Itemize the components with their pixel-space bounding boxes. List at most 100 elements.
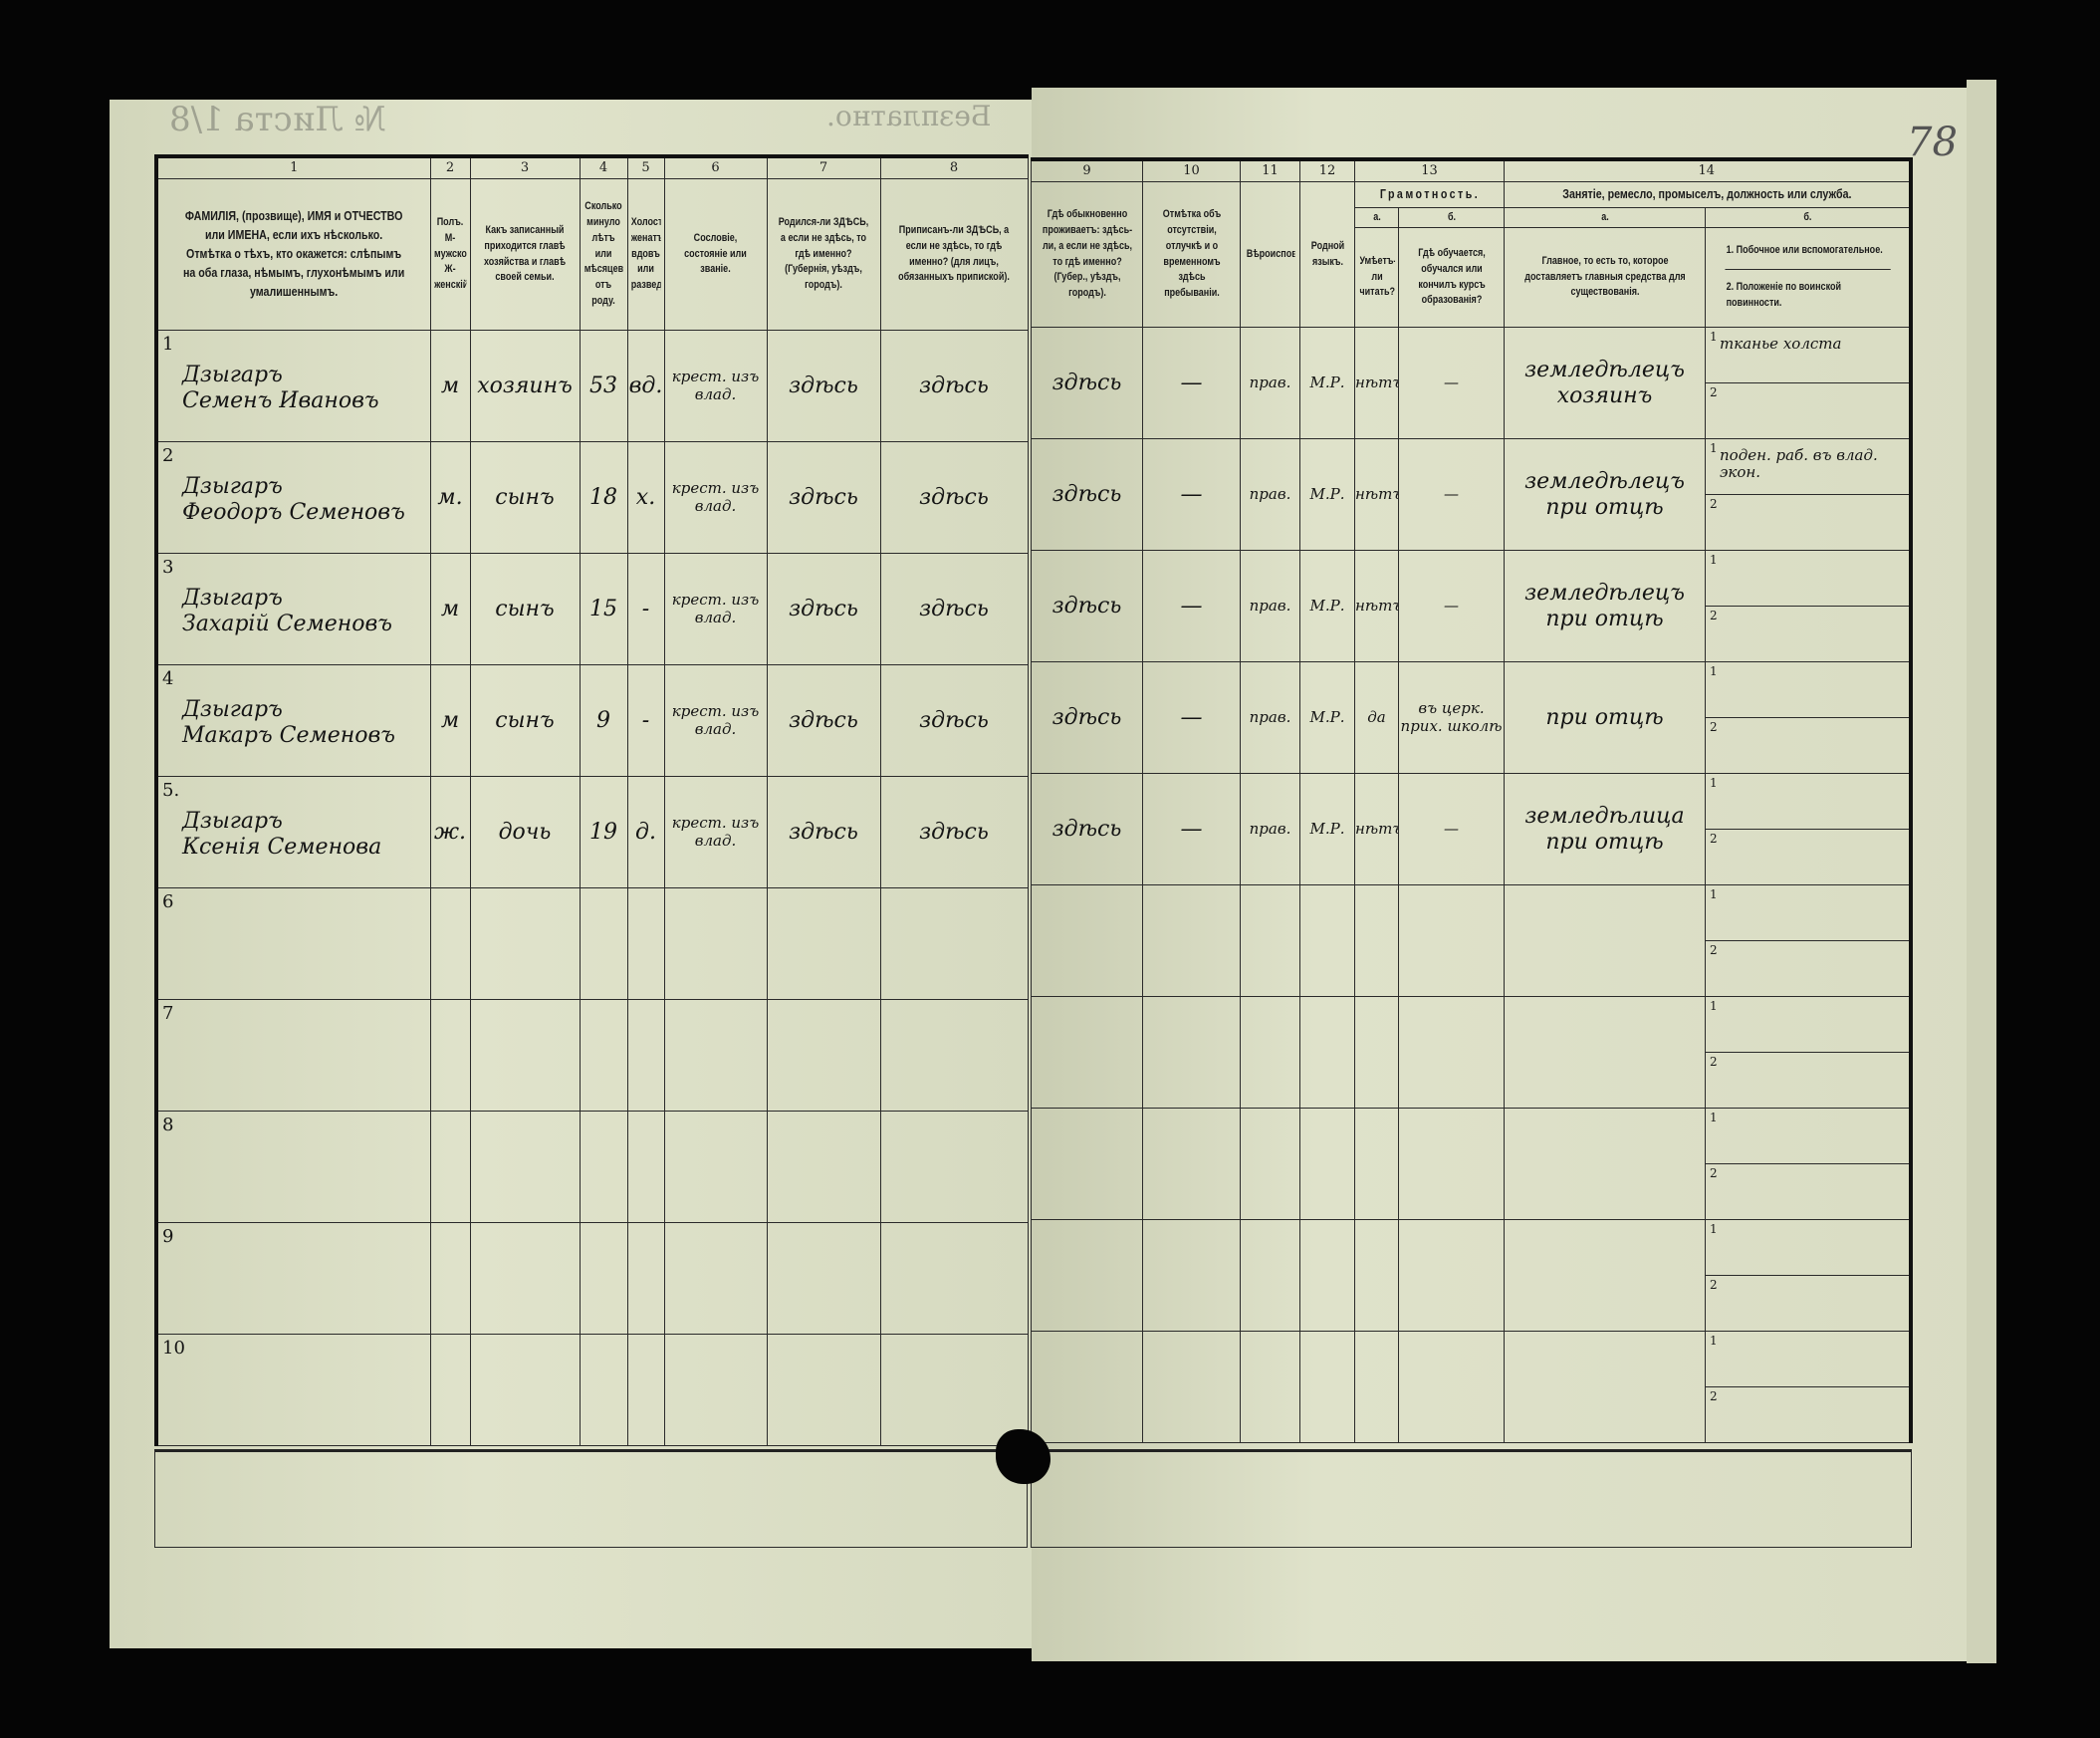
col-5-number: 5 (626, 155, 665, 179)
subrow-label: 1 (1710, 1222, 1718, 1236)
schooling-cell (1397, 1219, 1506, 1332)
subrow-label: 1 (1710, 776, 1718, 790)
subrow-label: 1 (1710, 330, 1718, 344)
resides-cell: здѣсь (1031, 327, 1143, 439)
name-cell: 6 (155, 887, 431, 1000)
row-number: 3 (162, 557, 174, 578)
age-cell (579, 1111, 628, 1223)
occupation-cell: земледѣлецъ при отцѣ (1504, 550, 1707, 662)
table-row-left: 6 (155, 887, 1029, 1000)
row-number: 10 (162, 1338, 185, 1359)
relation-cell: сынъ (469, 441, 581, 554)
occupation-cell: земледѣлецъ при отцѣ (1504, 438, 1707, 551)
born-cell: здѣсь (766, 330, 881, 442)
resides-cell (1031, 1219, 1143, 1332)
table-row-left: 1 Дзыгаръ Семенъ Ивановъ м хозяинъ 53 вд. крест… (155, 330, 1029, 442)
subrow-label: 2 (1710, 1166, 1718, 1180)
language-cell (1299, 1108, 1355, 1220)
sex-cell (429, 999, 471, 1112)
literate-cell (1354, 996, 1399, 1109)
table-row-left: 10 (155, 1334, 1029, 1446)
absence-cell: — (1142, 327, 1241, 439)
col-10-header: Отмѣтка объ отсутствіи, отлучкѣ и о врем… (1150, 181, 1233, 328)
subrow-2: 2 (1707, 1164, 1909, 1219)
marital-cell (626, 1222, 665, 1335)
absence-cell (1142, 1219, 1241, 1332)
sex-cell: м (429, 664, 471, 777)
schooling-cell (1397, 1108, 1506, 1220)
name-block: Дзыгаръ Захарій Семеновъ (164, 582, 429, 636)
marital-cell (626, 1111, 665, 1223)
literate-cell: нѣтъ (1354, 438, 1399, 551)
relation-cell (469, 887, 581, 1000)
subrow-label: 1 (1710, 553, 1718, 567)
row-number: 2 (162, 445, 174, 466)
col-12-header: Родной языкъ. (1304, 181, 1350, 328)
literate-cell (1354, 1219, 1399, 1332)
relation-cell (469, 1111, 581, 1223)
sex-cell: м. (429, 441, 471, 554)
absence-cell: — (1142, 550, 1241, 662)
absence-cell: — (1142, 661, 1241, 774)
table-row-left: 7 (155, 999, 1029, 1112)
col-9-header: Гдѣ обыкновенно проживаетъ: здѣсь-ли, а … (1041, 181, 1133, 328)
registered-cell (879, 999, 1029, 1112)
col-4-number: 4 (579, 155, 628, 179)
col-13b-label: б. (1407, 207, 1496, 228)
religion-cell (1240, 996, 1300, 1109)
subrow-1: 1 тканье холста (1706, 329, 1909, 383)
schooling-cell (1397, 996, 1506, 1109)
name-cell: 4 Дзыгаръ Макаръ Семеновъ (155, 664, 431, 777)
absence-cell (1142, 1331, 1241, 1443)
relation-cell: дочь (469, 776, 581, 888)
age-cell: 19 (579, 776, 628, 888)
language-cell (1299, 884, 1355, 997)
subrow-label: 2 (1710, 720, 1718, 734)
table-row-left: 8 (155, 1111, 1029, 1223)
absence-cell (1142, 996, 1241, 1109)
religion-cell (1240, 884, 1300, 997)
col-4-header: Сколько минуло лѣтъ или мѣсяцевъ отъ род… (583, 178, 624, 331)
subrow-2: 2 (1707, 607, 1909, 661)
col-12-number: 12 (1299, 158, 1355, 182)
born-cell: здѣсь (766, 776, 881, 888)
registered-cell: здѣсь (879, 553, 1029, 665)
table-row-right: здѣсь — прав. М.Р. нѣтъ — земледѣлецъ при отцѣ… (1031, 438, 1912, 551)
subrow-2: 2 (1707, 1387, 1909, 1442)
schooling-cell: — (1397, 550, 1506, 662)
folio-number: 78 (1907, 120, 1958, 165)
row-number: 9 (162, 1226, 174, 1247)
literate-cell: да (1354, 661, 1399, 774)
born-cell (766, 999, 881, 1112)
marital-cell: х. (626, 441, 665, 554)
surname: Дзыгаръ (182, 809, 283, 835)
occupation-cell: при отцѣ (1504, 661, 1707, 774)
estate-cell (663, 1334, 768, 1446)
col-3-number: 3 (469, 155, 581, 179)
col-11-number: 11 (1240, 158, 1300, 182)
resides-cell: здѣсь (1031, 438, 1143, 551)
col-14b-header-1: 1. Побочное или вспомогательное. (1724, 233, 1891, 271)
col-8-number: 8 (879, 155, 1029, 179)
row-number: 7 (162, 1003, 174, 1024)
religion-cell (1240, 1219, 1300, 1332)
subrow-label: 2 (1710, 497, 1718, 511)
name-cell: 3 Дзыгаръ Захарій Семеновъ (155, 553, 431, 665)
subrow-label: 2 (1710, 943, 1718, 957)
marital-cell: д. (626, 776, 665, 888)
literate-cell: нѣтъ (1354, 327, 1399, 439)
occupation-cell (1504, 1108, 1707, 1220)
marital-cell: вд. (626, 330, 665, 442)
subrow-1: 1 поден. раб. въ влад. экон. (1706, 440, 1909, 495)
col-14-number: 14 (1504, 158, 1912, 182)
subrow-label: 1 (1710, 887, 1718, 901)
name-cell: 7 (155, 999, 431, 1112)
registered-cell (879, 1111, 1029, 1223)
col-2-number: 2 (429, 155, 471, 179)
